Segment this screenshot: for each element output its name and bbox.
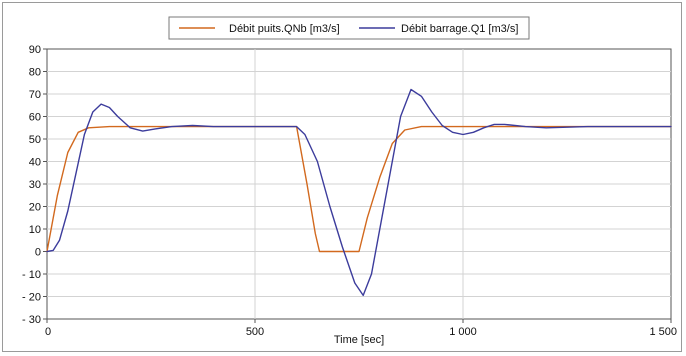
series-layer — [46, 88, 672, 297]
x-tick-label: 1 500 — [649, 326, 677, 338]
x-tick-label: 1 000 — [449, 326, 477, 338]
line-chart: - 30 - 20 - 10 0 10 20 30 40 50 60 70 80 90 0 500 1 000… — [22, 16, 677, 346]
series-line-debit-puits — [46, 125, 672, 253]
y-tick-label: 10 — [29, 224, 41, 236]
chart-frame: - 30 - 20 - 10 0 10 20 30 40 50 60 70 80 90 0 500 1 000… — [2, 2, 682, 352]
y-tick-label: 70 — [29, 89, 41, 101]
y-tick-label: - 10 — [22, 269, 41, 281]
y-tick-label: - 20 — [22, 292, 41, 304]
y-tick-label: 30 — [29, 179, 41, 191]
y-tick-label: 80 — [29, 67, 41, 79]
y-tick-label: 40 — [29, 157, 41, 169]
legend-box — [168, 16, 530, 40]
legend-label-debit-barrage: Débit barrage.Q1 [m3/s] — [401, 23, 518, 35]
y-tick-label: - 30 — [22, 314, 41, 326]
x-tick-label: 0 — [45, 326, 51, 338]
series-line-debit-barrage — [46, 88, 672, 297]
tick-labels: - 30 - 20 - 10 0 10 20 30 40 50 60 70 80 90 0 500 1 000… — [22, 44, 677, 338]
legend: Débit puits.QNb [m3/s] Débit barrage.Q1 … — [168, 16, 530, 40]
x-tick-label: 500 — [246, 326, 264, 338]
y-tick-label: 0 — [35, 247, 41, 259]
y-tick-label: 20 — [29, 202, 41, 214]
y-tick-label: 60 — [29, 112, 41, 124]
y-tick-label: 90 — [29, 44, 41, 56]
y-tick-label: 50 — [29, 134, 41, 146]
x-axis-title: Time [sec] — [334, 334, 384, 346]
grid — [43, 48, 672, 323]
legend-label-debit-puits: Débit puits.QNb [m3/s] — [229, 23, 340, 35]
